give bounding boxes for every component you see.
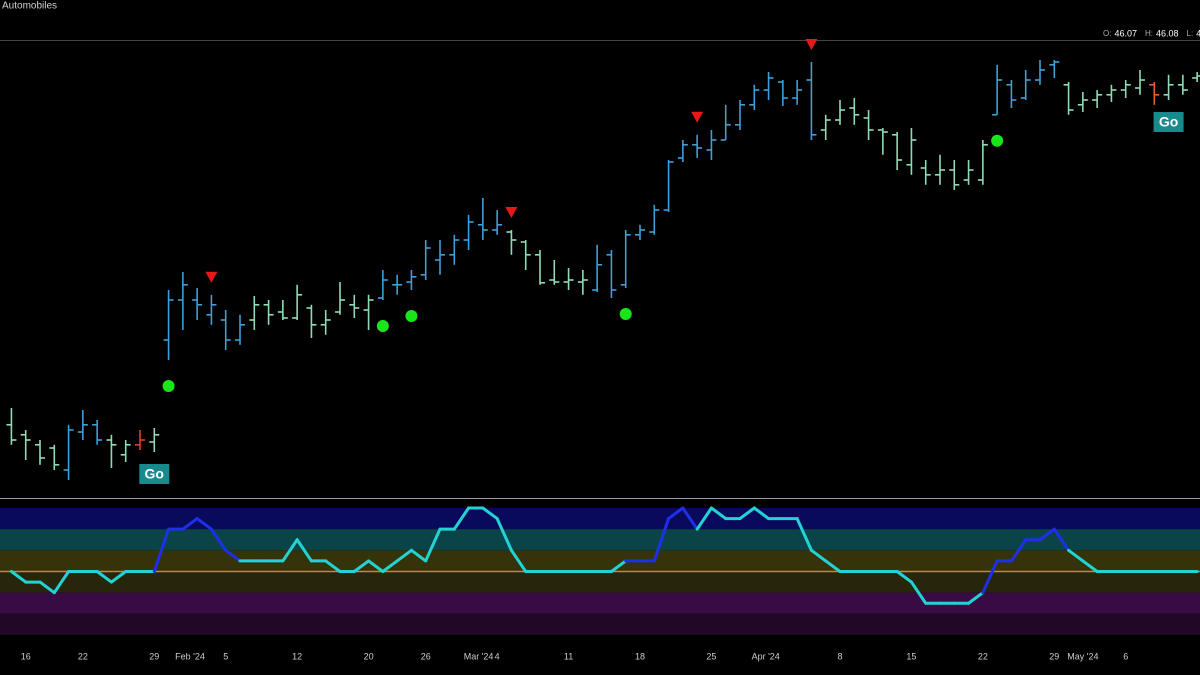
oscillator-segment: [52, 570, 71, 595]
oscillator-segment: [195, 517, 213, 531]
x-tick-label: 16: [21, 651, 31, 661]
x-tick-label: 22: [78, 651, 88, 661]
oscillator-segment: [1067, 548, 1085, 563]
go-signal: [405, 310, 418, 322]
readout-label: H:: [1145, 29, 1153, 38]
zone-band: [0, 550, 1200, 572]
x-tick-label: 29: [149, 651, 159, 661]
oscillator-segment: [295, 538, 313, 563]
oscillator-segment: [895, 570, 913, 584]
oscillator-segment: [152, 527, 171, 573]
x-tick-label: Feb '24: [175, 651, 205, 661]
oscillator-segment: [95, 570, 113, 584]
x-tick-label: 11: [564, 651, 573, 661]
zone-band: [0, 571, 1200, 593]
oscillator-segment: [9, 570, 28, 584]
oscillator-segment: [495, 517, 513, 552]
oscillator-segment: [1081, 559, 1099, 573]
oscillator-segment: [181, 517, 199, 531]
zone-band: [0, 613, 1200, 635]
oscillator-segment: [424, 527, 442, 563]
oscillator-segment: [352, 559, 371, 573]
oscillator-segment: [824, 559, 842, 573]
oscillator-segment: [667, 506, 685, 521]
x-tick-label: 8: [837, 651, 842, 661]
oscillator-segment: [224, 548, 242, 563]
readout-label: O:: [1103, 29, 1111, 38]
x-tick-label: 22: [978, 651, 988, 661]
oscillator-segment: [809, 548, 828, 563]
oscillator-segment: [1038, 527, 1056, 542]
oscillator-segment: [967, 591, 985, 605]
x-tick-label: 29: [1049, 651, 1059, 661]
nogo-signal: [805, 39, 818, 50]
oscillator-segment: [452, 506, 471, 531]
oscillator-segment: [38, 580, 56, 595]
oscillator-segment: [1052, 527, 1071, 552]
nogo-signal: [691, 111, 704, 123]
oscillator-segment: [981, 559, 999, 595]
oscillator-segment: [695, 506, 713, 531]
oscillator-segment: [795, 517, 813, 552]
oscillator-segment: [1009, 538, 1028, 563]
oscillator-segment: [909, 580, 928, 605]
x-tick-label: 15: [906, 651, 916, 661]
oscillator-segment: [709, 506, 728, 521]
nogo-signal: [505, 207, 518, 218]
nogo-signal: [205, 271, 218, 283]
x-tick-label: 12: [292, 651, 302, 661]
oscillator-segment: [752, 506, 771, 521]
oscillator-segment: [281, 538, 299, 563]
oscillator-segment: [109, 570, 128, 584]
go-label: Go: [1159, 114, 1178, 130]
oscillator-segment: [652, 517, 671, 563]
oscillator-segment: [738, 506, 756, 521]
x-tick-label: Apr '24: [752, 651, 780, 661]
x-tick-label: 4: [495, 651, 500, 661]
readout-label: L:: [1187, 29, 1194, 38]
x-tick-label: 18: [635, 651, 645, 661]
go-signal: [619, 308, 632, 320]
go-signal: [162, 380, 175, 392]
zone-band: [0, 592, 1200, 614]
oscillator-segment: [681, 506, 699, 531]
x-tick-label: Mar '24: [464, 651, 494, 661]
go-label: Go: [145, 466, 164, 482]
go-label-box: [1153, 112, 1184, 132]
x-tick-label: 5: [223, 651, 228, 661]
go-signal: [376, 320, 389, 332]
go-signal: [991, 134, 1004, 147]
readout-value: 4: [1196, 28, 1200, 38]
readout-value: 46.07: [1114, 28, 1137, 38]
oscillator-segment: [609, 559, 628, 573]
x-tick-label: 26: [421, 651, 431, 661]
zone-band: [0, 508, 1200, 530]
go-label-box: [139, 464, 170, 484]
chart-title: Automobiles: [2, 1, 57, 12]
readout-value: 46.08: [1156, 28, 1179, 38]
oscillator-segment: [481, 506, 499, 521]
x-tick-label: May '24: [1067, 651, 1098, 661]
oscillator-segment: [395, 548, 413, 563]
x-tick-label: 20: [364, 651, 374, 661]
x-tick-label: 25: [706, 651, 716, 661]
oscillator-segment: [381, 559, 399, 573]
oscillator-segment: [509, 548, 528, 573]
oscillator-segment: [324, 559, 342, 573]
oscillator-segment: [209, 527, 228, 552]
oscillator-segment: [409, 548, 428, 563]
oscillator-segment: [367, 559, 385, 573]
x-tick-label: 6: [1123, 651, 1128, 661]
